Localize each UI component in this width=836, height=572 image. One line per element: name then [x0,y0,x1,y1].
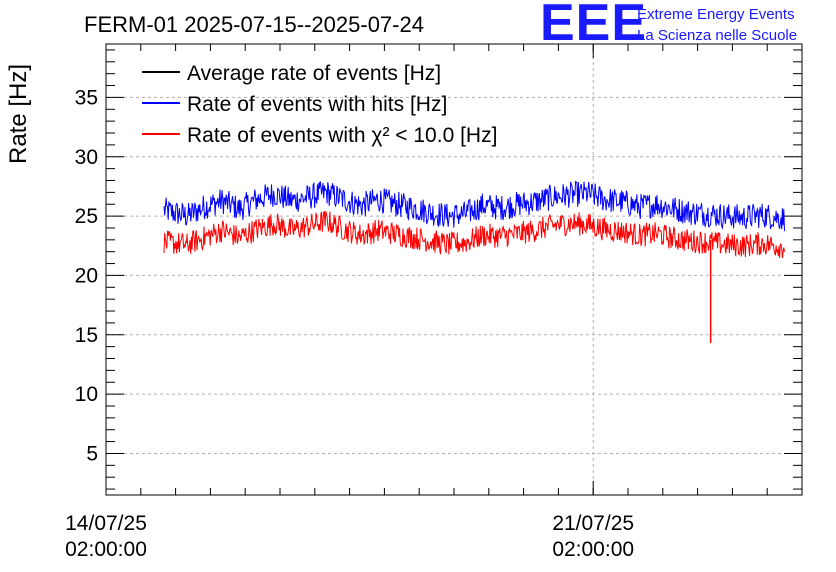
axes: 5 10 15 20 25 30 35 14/07/25 02:00:00 21/07/25 02:… [65,44,802,561]
logo-line-2: La Scienza nelle Scuole [637,27,797,44]
y-tick-label: 15 [75,324,98,347]
y-axis-label: Rate [Hz] [5,64,32,164]
x-tick-label-date: 14/07/25 [65,512,147,535]
eee-logo: EEE Extreme Energy Events La Scienza nel… [540,0,797,52]
legend: Average rate of events [Hz] Rate of event… [142,62,497,147]
x-tick-label-time: 02:00:00 [65,538,147,561]
x-tick-label-time: 02:00:00 [552,538,634,561]
x-tick-label-date: 21/07/25 [552,512,634,535]
y-tick-label: 10 [75,383,98,406]
legend-label-2: Rate of events with χ² < 10.0 [Hz] [187,124,497,147]
series [163,180,785,344]
eee-logo-mark: EEE [540,0,647,52]
y-tick-label: 25 [75,205,98,228]
y-tick-label: 5 [86,442,98,465]
series-line-1 [163,180,785,232]
series-line-2 [163,210,785,259]
plot-frame [105,43,803,496]
legend-label-0: Average rate of events [Hz] [187,62,441,85]
legend-label-1: Rate of events with hits [Hz] [187,93,447,116]
chart-title: FERM-01 2025-07-15--2025-07-24 [84,12,424,37]
y-tick-label: 20 [75,264,98,287]
y-tick-label: 35 [75,86,98,109]
y-tick-label: 30 [75,146,98,169]
logo-line-1: Extreme Energy Events [637,6,795,23]
